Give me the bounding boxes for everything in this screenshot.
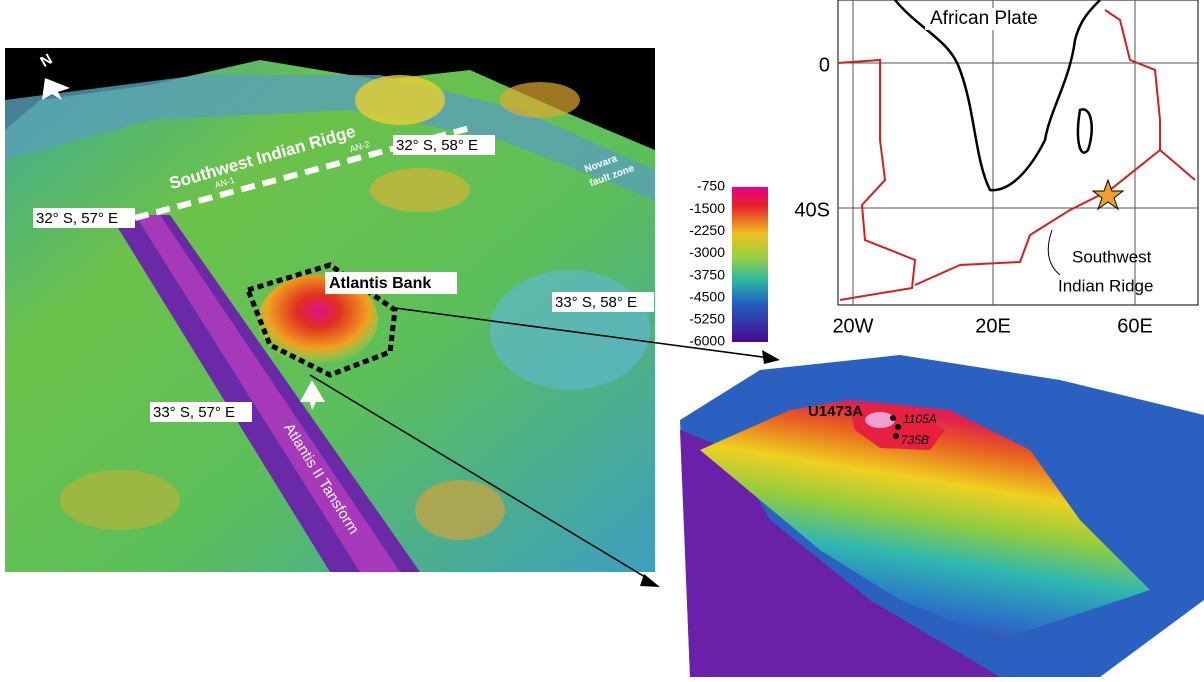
pointer-line: [309, 374, 651, 581]
site-marker: [890, 415, 896, 421]
coastline: [894, 0, 1101, 192]
deep-floor: [680, 430, 1000, 677]
bank-arrow: [300, 380, 325, 410]
arrowhead: [640, 574, 660, 587]
colorbar-tick-label: -3750: [689, 266, 725, 282]
relief: [355, 75, 445, 125]
colorbar-tick-label: -2250: [689, 222, 725, 238]
coord-box: [393, 135, 495, 155]
arrowhead: [762, 350, 780, 364]
coordinate-label: 32° S, 58° E: [396, 137, 478, 154]
y-label: 40S: [794, 199, 830, 221]
colorbar-tick-label: -4500: [689, 288, 725, 304]
relief: [490, 270, 650, 390]
x-label: 20W: [832, 315, 873, 337]
colorbar-tick-label: -750: [697, 178, 725, 194]
relief: [60, 470, 180, 530]
transform-floor: [135, 215, 400, 572]
bathymetry-map: N Southwest Indian Ridge AN-1 AN-2 Novar…: [5, 48, 655, 572]
coordinate-label: 33° S, 58° E: [555, 294, 637, 311]
relief: [370, 168, 470, 212]
coord-box: [33, 208, 135, 228]
relief: [500, 82, 580, 118]
relief: [415, 480, 505, 540]
colorbar-ticks: -750 -1500 -2250 -3000 -3750 -4500 -5250 -6000: [689, 178, 725, 349]
y-label: 0: [819, 54, 830, 76]
leader: [1047, 229, 1061, 276]
north-arrow: [42, 78, 70, 100]
coordinate-label: 33° S, 57° E: [153, 404, 235, 421]
coastline: [1076, 108, 1093, 154]
colorbar-tick-label: -3000: [689, 244, 725, 260]
bank-outline: [244, 262, 398, 378]
ridge-label: Indian Ridge: [1058, 276, 1153, 295]
plate-label: African Plate: [930, 8, 1038, 29]
depth-colorbar: [732, 187, 768, 342]
x-label: 20E: [975, 315, 1011, 337]
bank-relief: [258, 275, 378, 365]
colorbar-tick-label: -6000: [689, 333, 725, 349]
coordinate-label: 32° S, 57° E: [36, 210, 118, 227]
colorbar-tick-label: -1500: [689, 200, 725, 216]
site-star: [1091, 178, 1125, 211]
site-label: 735B: [901, 433, 929, 447]
pointer-line: [394, 307, 771, 359]
label-box: [925, 8, 1045, 30]
coord-box: [552, 292, 654, 312]
colorbar-tick-label: -5250: [689, 311, 725, 327]
coord-box: [150, 402, 252, 422]
bank-relief: [700, 400, 1150, 640]
site-label: U1473A: [808, 403, 863, 420]
bank-label-box: [325, 272, 457, 294]
ridge-label: Southwest: [1072, 247, 1152, 266]
site-label: 1105A: [903, 412, 937, 426]
summit-peak: [865, 412, 895, 428]
ridge-valley: [5, 75, 655, 200]
ridge-trace: [837, 9, 1196, 301]
bank-label: Atlantis Bank: [329, 275, 431, 292]
location-map: African Plate Southwest Indian Ridge 0 4…: [794, 0, 1199, 337]
bank-detail: U1473A 1105A 735B: [680, 355, 1204, 677]
land-shadow: [5, 48, 655, 150]
site-marker: [893, 433, 899, 439]
x-label: 60E: [1117, 315, 1153, 337]
site-marker: [895, 424, 901, 430]
